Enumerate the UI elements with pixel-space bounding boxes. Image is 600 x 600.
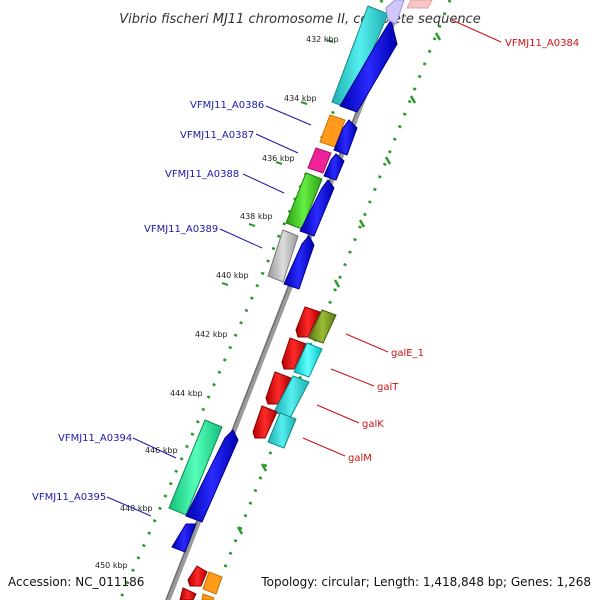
gene-a0389[interactable]	[267, 229, 299, 283]
tick-label: 440 kbp	[216, 271, 249, 280]
leader-lines	[106, 19, 502, 517]
tick-label: 438 kbp	[240, 212, 273, 221]
gene-label-galT[interactable]: galT	[377, 382, 399, 393]
tick-label: 444 kbp	[170, 389, 203, 398]
gene-blue-top[interactable]	[339, 18, 398, 113]
gene-galE1[interactable]	[308, 309, 337, 344]
right-gene-labels: VFMJ11_A0384 galE_1 galT galK galM	[348, 38, 579, 464]
gene-label-galK[interactable]: galK	[362, 419, 384, 430]
gene-a0386-fwd[interactable]	[333, 119, 358, 156]
gene-red-3[interactable]	[265, 371, 292, 405]
tick-label: 436 kbp	[262, 154, 295, 163]
gene-galT[interactable]	[293, 342, 323, 378]
gene-a0389-fwd[interactable]	[283, 235, 315, 290]
gene-orange-bottom[interactable]	[202, 571, 223, 595]
gene-red-1[interactable]	[295, 306, 321, 338]
gene-purple-top[interactable]	[385, 0, 405, 25]
gene-orange-bottom-2[interactable]	[201, 593, 215, 600]
gene-red-2[interactable]	[281, 337, 307, 370]
tick-label: 442 kbp	[195, 330, 228, 339]
gene-label-a0395[interactable]: VFMJ11_A0395	[32, 492, 106, 503]
gene-red-bottom-2[interactable]	[179, 587, 197, 600]
tick-label: 448 kbp	[120, 504, 153, 513]
gene-label-a0388[interactable]: VFMJ11_A0388	[165, 169, 239, 180]
gene-a0388-fwd[interactable]	[299, 179, 335, 237]
tick-label: 434 kbp	[284, 94, 317, 103]
gene-a0387[interactable]	[307, 147, 332, 174]
map-title: Vibrio fischeri MJ11 chromosome II, comp…	[119, 12, 480, 27]
gene-label-a0389[interactable]: VFMJ11_A0389	[144, 224, 218, 235]
gene-a0395-fwd[interactable]	[171, 523, 197, 553]
left-gene-labels: VFMJ11_A0386 VFMJ11_A0387 VFMJ11_A0388 V…	[32, 100, 264, 503]
gene-red-4[interactable]	[252, 405, 278, 439]
gene-galM[interactable]	[267, 412, 297, 449]
gene-a0394-fwd[interactable]	[185, 429, 239, 523]
major-ticks-outer	[236, 32, 442, 535]
gene-label-a0394[interactable]: VFMJ11_A0394	[58, 433, 132, 444]
gene-label-a0384[interactable]: VFMJ11_A0384	[505, 38, 579, 49]
gene-label-a0386[interactable]: VFMJ11_A0386	[190, 100, 264, 111]
gene-label-a0387[interactable]: VFMJ11_A0387	[180, 130, 254, 141]
gene-label-galE1[interactable]: galE_1	[391, 348, 424, 359]
tick-label: 432 kbp	[306, 35, 339, 44]
topology-text: Topology: circular; Length: 1,418,848 bp…	[260, 575, 591, 589]
accession-text: Accession: NC_011186	[8, 575, 144, 589]
gene-a0384[interactable]	[406, 0, 433, 9]
tick-label: 446 kbp	[145, 446, 178, 455]
tick-labels: 432 kbp 434 kbp 436 kbp 438 kbp 440 kbp …	[95, 35, 339, 570]
gene-features	[168, 0, 433, 600]
gene-a0387-fwd[interactable]	[323, 153, 345, 181]
gene-red-bottom-1[interactable]	[187, 565, 208, 587]
gene-label-galM[interactable]: galM	[348, 453, 372, 464]
major-ticks-inner	[221, 39, 334, 286]
tick-label: 450 kbp	[95, 561, 128, 570]
tick-track-outer	[210, 0, 452, 600]
